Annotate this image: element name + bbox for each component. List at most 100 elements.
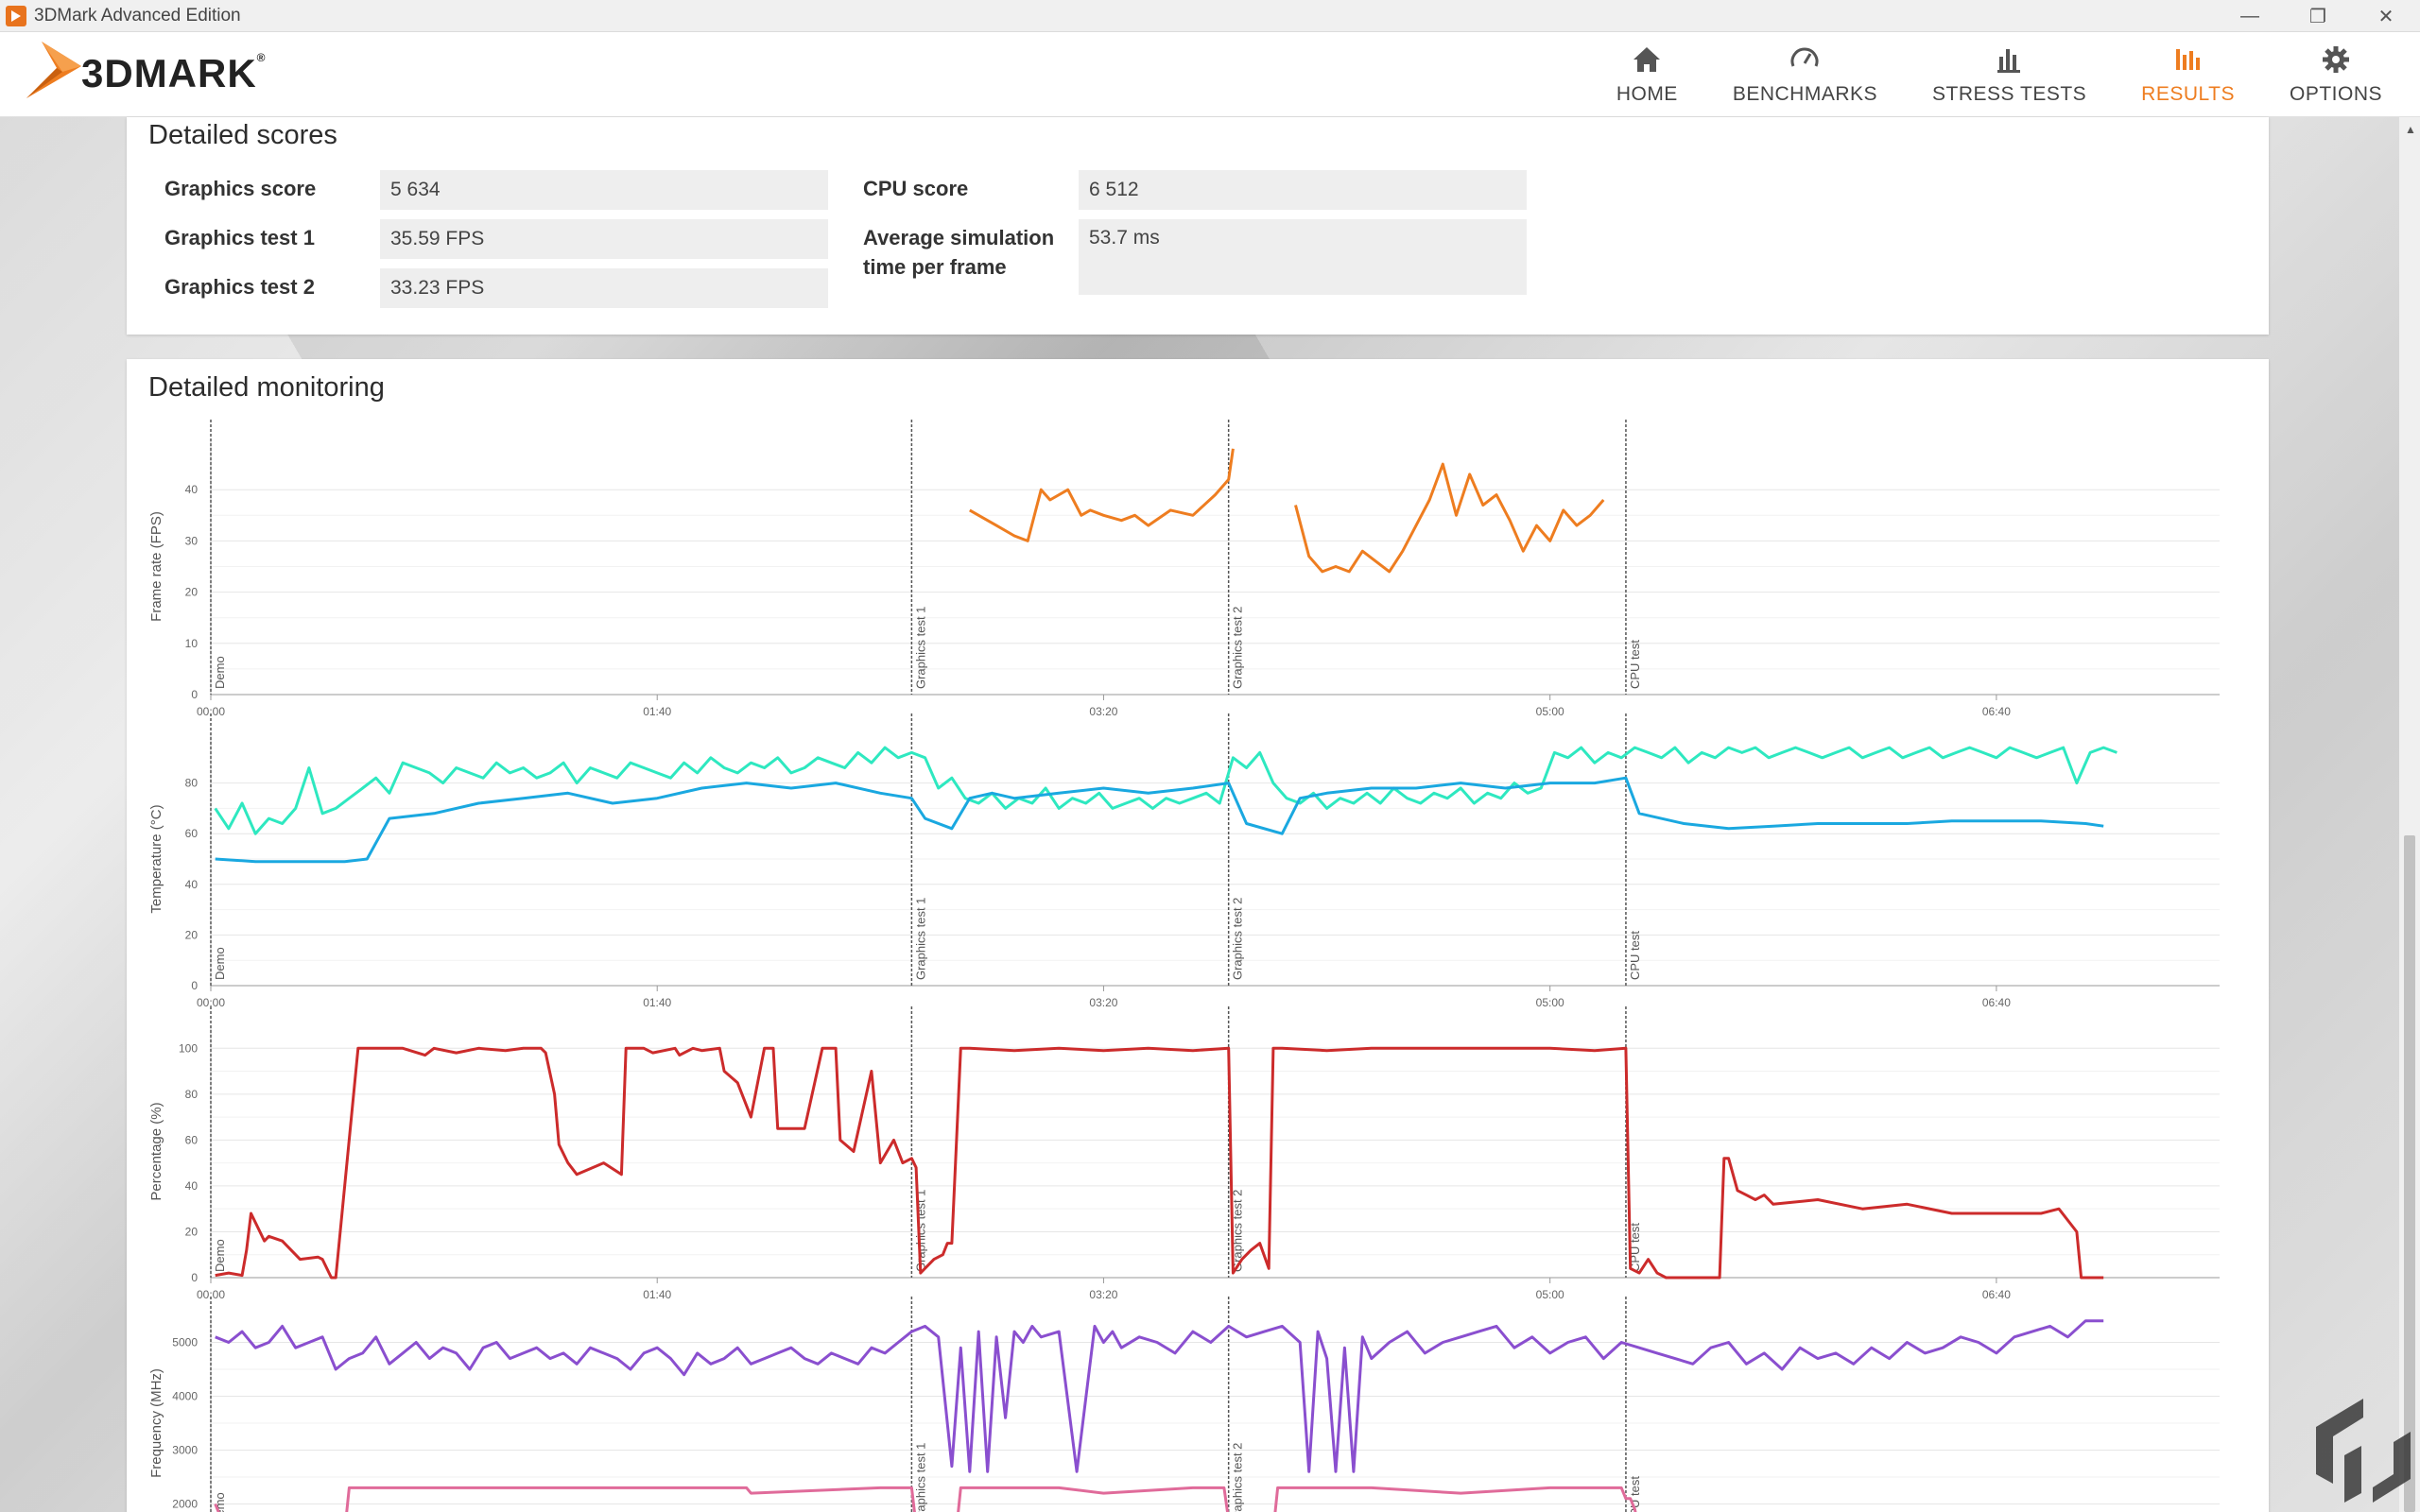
- title-bar: 3DMark Advanced Edition — ❐ ✕: [0, 0, 2420, 32]
- cpu-score-value: 6 512: [1079, 170, 1527, 210]
- graphics-score-label: Graphics score: [164, 177, 317, 200]
- chart-2: 0 20 40 60 80 100 00:00 01:40 03:20 05:00 06:40 Dem…: [148, 1006, 2220, 1301]
- x-tick-label: 03:20: [1089, 1288, 1117, 1301]
- gear-icon: [2322, 46, 2349, 73]
- series-line-0: [215, 1319, 2104, 1473]
- scroll-thumb[interactable]: [2404, 835, 2415, 1512]
- x-tick-label: 00:00: [197, 705, 225, 718]
- graphics-test-1-value: 35.59 FPS: [380, 219, 828, 259]
- series-line-0: [215, 1046, 2104, 1280]
- app-header: 3DMARK® HOME BENCHMARKS STRESS TESTS: [0, 32, 2420, 117]
- x-tick-label: 06:40: [1982, 996, 2011, 1009]
- y-tick-label: 20: [185, 1225, 199, 1238]
- home-icon: [1634, 47, 1661, 72]
- graphics-test-2-value: 33.23 FPS: [380, 268, 828, 308]
- graphics-test-1-label: Graphics test 1: [164, 226, 315, 249]
- nav-options[interactable]: OPTIONS: [2290, 32, 2382, 117]
- x-tick-label: 05:00: [1536, 996, 1564, 1009]
- gauge-icon: [1790, 47, 1819, 67]
- x-tick-label: 01:40: [643, 705, 671, 718]
- x-tick-label: 05:00: [1536, 705, 1564, 718]
- y-tick-label: 10: [185, 637, 199, 650]
- phase-label: Graphics test 2: [1231, 607, 1245, 689]
- phase-label: Graphics test 2: [1231, 898, 1245, 980]
- y-tick-label: 80: [185, 777, 199, 790]
- nav-home[interactable]: HOME: [1616, 32, 1678, 117]
- y-axis-label: Frequency (MHz): [148, 1368, 164, 1478]
- phase-label: Graphics test 1: [913, 1443, 927, 1512]
- series-line-0: [214, 746, 2118, 835]
- nav-results[interactable]: RESULTS: [2141, 32, 2235, 117]
- bar-chart-icon: [1996, 49, 2020, 73]
- y-tick-label: 80: [185, 1088, 199, 1101]
- y-tick-label: 40: [185, 483, 199, 496]
- nav-stress-tests[interactable]: STRESS TESTS: [1932, 32, 2086, 117]
- chart-1: 0 20 40 60 80 00:00 01:40 03:20 05:00 06:40 Demo Gr…: [148, 713, 2220, 1009]
- phase-label: Demo: [213, 1239, 227, 1272]
- nav-results-label: RESULTS: [2141, 83, 2235, 105]
- series-line-1: [215, 776, 2104, 864]
- scroll-up-arrow-icon[interactable]: ▲: [2405, 123, 2416, 136]
- y-tick-label: 60: [185, 1133, 199, 1146]
- nav-benchmarks[interactable]: BENCHMARKS: [1733, 32, 1877, 117]
- nav-stress-tests-label: STRESS TESTS: [1932, 83, 2087, 105]
- y-tick-label: 4000: [172, 1390, 198, 1403]
- avg-sim-value: 53.7 ms: [1079, 219, 1527, 295]
- restore-button[interactable]: ❐: [2309, 6, 2326, 27]
- y-tick-label: 30: [185, 534, 199, 547]
- detailed-scores-card: Detailed scores Graphics score 5 634 Gra…: [127, 117, 2269, 335]
- avg-sim-label-line2: time per frame: [863, 255, 1007, 279]
- nav-home-label: HOME: [1616, 83, 1678, 105]
- app-icon: [6, 5, 26, 26]
- logo-text: 3DMARK®: [81, 51, 267, 95]
- detailed-scores-title: Detailed scores: [148, 120, 337, 150]
- phase-label: Demo: [213, 1492, 227, 1512]
- y-tick-label: 0: [191, 979, 198, 992]
- x-tick-label: 06:40: [1982, 705, 2011, 718]
- phase-label: Graphics test 1: [913, 607, 927, 689]
- series-line-0: [969, 448, 1235, 542]
- cpu-score-label: CPU score: [863, 177, 969, 200]
- vertical-scrollbar[interactable]: ▲: [2399, 117, 2420, 1512]
- detailed-monitoring-title: Detailed monitoring: [148, 372, 385, 403]
- window-controls: — ❐ ✕: [2216, 0, 2420, 32]
- y-tick-label: 40: [185, 878, 199, 891]
- nav-options-label: OPTIONS: [2289, 83, 2382, 105]
- avg-sim-label-line1: Average simulation: [863, 226, 1055, 249]
- y-tick-label: 0: [191, 688, 198, 701]
- y-axis-label: Frame rate (FPS): [148, 511, 164, 622]
- phase-label: CPU test: [1628, 640, 1642, 689]
- graphics-score-value: 5 634: [380, 170, 828, 210]
- monitoring-charts: 0 10 20 30 40 00:00 01:40 03:20 05:00 06:40 Demo Gr…: [127, 359, 2269, 1512]
- x-tick-label: 01:40: [643, 1288, 671, 1301]
- y-tick-label: 40: [185, 1179, 199, 1193]
- x-tick-label: 03:20: [1089, 996, 1117, 1009]
- chart-3: 2000 3000 4000 5000 Demo Graphics test 1 Graph…: [148, 1297, 2220, 1512]
- x-tick-label: 00:00: [197, 1288, 225, 1301]
- y-tick-label: 3000: [172, 1444, 198, 1457]
- chart-0: 0 10 20 30 40 00:00 01:40 03:20 05:00 06:40 Demo Gr…: [148, 420, 2220, 718]
- x-tick-label: 05:00: [1536, 1288, 1564, 1301]
- y-axis-label: Percentage (%): [148, 1102, 164, 1200]
- phase-label: CPU test: [1628, 931, 1642, 980]
- detailed-monitoring-card: Detailed monitoring 0 10 20 30 40 00:00 01:40 0…: [127, 359, 2269, 1512]
- y-tick-label: 2000: [172, 1498, 198, 1511]
- phase-label: Demo: [213, 656, 227, 689]
- close-button[interactable]: ✕: [2377, 6, 2394, 27]
- results-icon: [2175, 49, 2200, 70]
- y-tick-label: 5000: [172, 1336, 198, 1349]
- phase-label: Graphics test 1: [913, 898, 927, 980]
- minimize-button[interactable]: —: [2240, 5, 2259, 26]
- y-tick-label: 60: [185, 827, 199, 840]
- watermark-logo-icon: [2316, 1399, 2411, 1503]
- nav-benchmarks-label: BENCHMARKS: [1732, 83, 1878, 105]
- logo[interactable]: 3DMARK®: [25, 40, 267, 102]
- graphics-test-2-label: Graphics test 2: [164, 275, 315, 299]
- logo-mark-icon: [26, 42, 81, 98]
- x-tick-label: 00:00: [197, 996, 225, 1009]
- x-tick-label: 03:20: [1089, 705, 1117, 718]
- y-axis-label: Temperature (°C): [148, 804, 164, 913]
- y-tick-label: 20: [185, 928, 199, 941]
- monitoring-charts-svg: 0 10 20 30 40 00:00 01:40 03:20 05:00 06:40 Demo Gr…: [148, 420, 2220, 1512]
- x-tick-label: 06:40: [1982, 1288, 2011, 1301]
